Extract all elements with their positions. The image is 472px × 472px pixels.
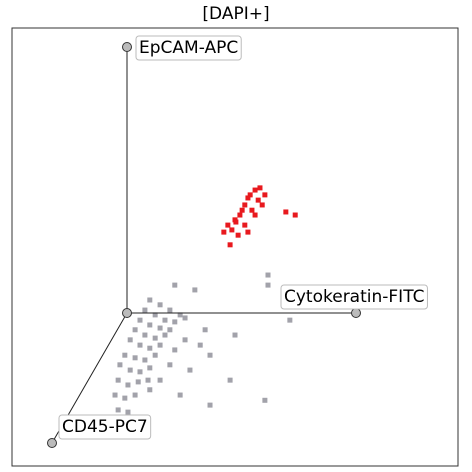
data-point xyxy=(232,332,238,338)
data-point xyxy=(262,192,268,198)
data-point xyxy=(247,192,253,198)
data-point xyxy=(137,317,143,323)
axis-handle xyxy=(47,438,57,448)
data-point xyxy=(235,232,241,238)
data-point xyxy=(157,342,163,348)
data-point xyxy=(142,307,148,313)
data-point xyxy=(229,227,235,233)
data-point xyxy=(227,377,233,383)
data-point xyxy=(127,337,133,343)
data-point xyxy=(227,242,233,248)
data-point xyxy=(221,229,227,235)
data-point xyxy=(115,377,121,383)
chart-title: [DAPI+] xyxy=(202,4,269,24)
data-point xyxy=(122,395,128,401)
axes xyxy=(47,42,361,448)
data-point xyxy=(283,209,289,215)
axis-label: Cytokeratin-FITC xyxy=(284,287,424,307)
data-point xyxy=(167,327,173,333)
data-point xyxy=(242,222,248,228)
data-point xyxy=(202,327,208,333)
label-box xyxy=(58,414,152,440)
data-point xyxy=(207,352,213,358)
data-point xyxy=(172,282,178,288)
data-point xyxy=(167,362,173,368)
data-point xyxy=(142,332,148,338)
data-point xyxy=(207,402,213,408)
data-point xyxy=(132,327,138,333)
data-point xyxy=(167,307,173,313)
axis-label: EpCAM-APC xyxy=(139,38,238,58)
data-point xyxy=(157,325,163,331)
data-point xyxy=(249,207,255,213)
data-point xyxy=(147,345,153,351)
data-point xyxy=(182,315,188,321)
data-point xyxy=(112,392,118,398)
axis-label-group: EpCAM-APC Cytokeratin-FITC CD45-PC7 xyxy=(58,35,428,440)
data-point xyxy=(237,212,243,218)
data-point xyxy=(125,382,131,388)
axis-handle xyxy=(351,308,361,318)
data-point xyxy=(152,312,158,318)
data-point xyxy=(245,229,251,235)
data-point xyxy=(137,369,143,375)
data-point xyxy=(147,365,153,371)
data-point xyxy=(239,207,245,213)
data-point xyxy=(265,282,271,288)
data-point xyxy=(152,335,158,341)
data-point xyxy=(177,312,183,318)
data-point xyxy=(125,409,131,415)
data-point xyxy=(122,352,128,358)
data-point xyxy=(157,302,163,308)
data-point xyxy=(255,197,261,203)
data-point xyxy=(142,357,148,363)
data-point xyxy=(252,212,258,218)
axis-origin xyxy=(122,308,132,318)
data-point xyxy=(187,367,193,373)
data-point xyxy=(233,219,239,225)
data-point xyxy=(147,297,153,303)
plot-frame xyxy=(11,27,459,467)
data-point xyxy=(172,319,178,325)
data-point xyxy=(162,332,168,338)
data-point xyxy=(257,185,263,191)
points xyxy=(112,185,298,423)
data-point xyxy=(145,377,151,383)
data-point xyxy=(172,347,178,353)
data-point xyxy=(265,272,271,278)
data-point xyxy=(132,355,138,361)
axis-handle xyxy=(122,42,132,52)
data-point xyxy=(225,222,231,228)
data-point xyxy=(242,202,248,208)
data-point xyxy=(117,362,123,368)
label-box xyxy=(280,284,428,310)
data-point xyxy=(182,337,188,343)
data-point xyxy=(197,342,203,348)
data-point xyxy=(252,187,258,193)
data-point xyxy=(147,387,153,393)
data-point xyxy=(132,392,138,398)
data-point xyxy=(292,212,298,218)
data-point xyxy=(245,195,251,201)
data-point xyxy=(177,392,183,398)
data-point xyxy=(135,379,141,385)
data-point xyxy=(262,397,268,403)
data-point xyxy=(152,352,158,358)
data-point xyxy=(137,342,143,348)
axis-label: CD45-PC7 xyxy=(62,417,148,437)
data-point xyxy=(157,377,163,383)
data-point xyxy=(127,367,133,373)
data-point xyxy=(147,322,153,328)
data-point xyxy=(115,407,121,413)
label-box xyxy=(135,35,242,61)
data-point xyxy=(162,317,168,323)
data-point xyxy=(192,287,198,293)
data-point xyxy=(287,317,293,323)
data-point xyxy=(259,202,265,208)
